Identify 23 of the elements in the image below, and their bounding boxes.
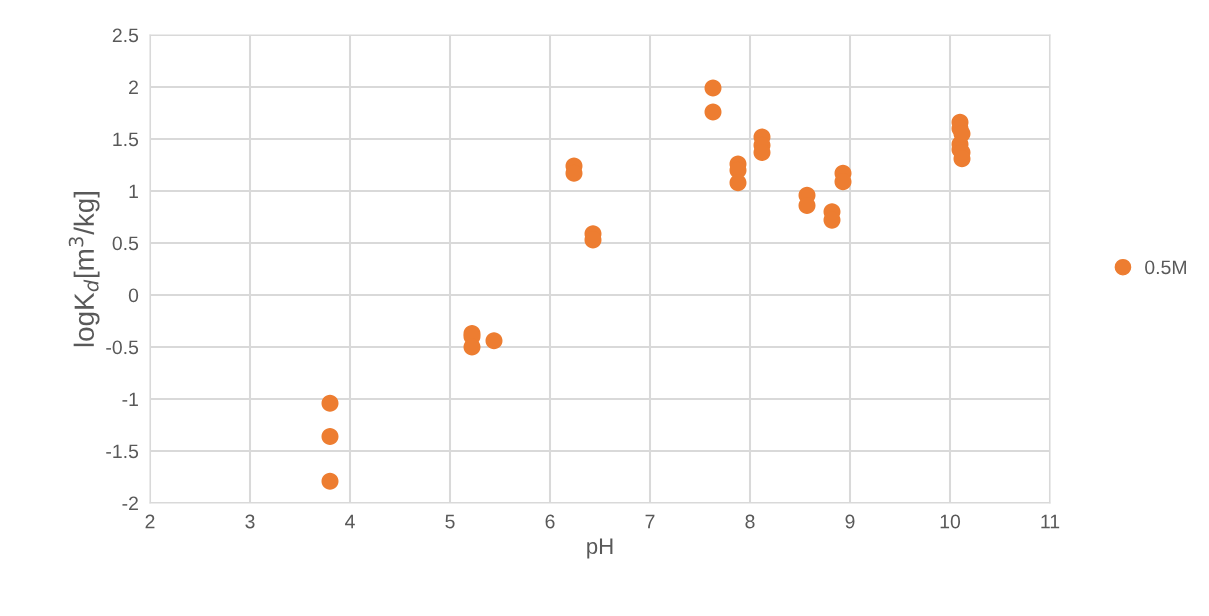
x-tick-label: 9 <box>845 514 855 529</box>
y-tick-label: -2 <box>122 496 138 511</box>
x-tick-label: 8 <box>745 514 755 529</box>
x-tick-label: 10 <box>940 514 961 529</box>
x-tick-label: 3 <box>245 514 255 529</box>
y-axis-title: logK$_{d}$[m$^{3}$/kg] <box>68 192 100 347</box>
x-tick-label: 6 <box>545 514 555 529</box>
y-tick-label: -1 <box>122 392 138 407</box>
x-tick-label: 11 <box>1041 514 1060 529</box>
y-tick-label: 0 <box>128 288 139 303</box>
x-tick-label: 7 <box>645 514 655 529</box>
legend-label: 0.5M <box>1145 260 1186 275</box>
y-tick-label: -1.5 <box>106 444 139 459</box>
x-tick-label: 2 <box>145 514 155 529</box>
y-tick-label: 0.5 <box>112 236 139 251</box>
y-tick-label: 1 <box>129 184 138 199</box>
x-tick-label: 4 <box>345 514 355 529</box>
x-tick-label: 5 <box>445 514 455 529</box>
y-tick-label: 2 <box>129 80 138 95</box>
y-tick-label: 1.5 <box>113 132 139 147</box>
y-tick-label: 2.5 <box>112 28 139 43</box>
y-tick-label: -0.5 <box>106 340 139 355</box>
x-axis-title: pH <box>587 538 613 559</box>
